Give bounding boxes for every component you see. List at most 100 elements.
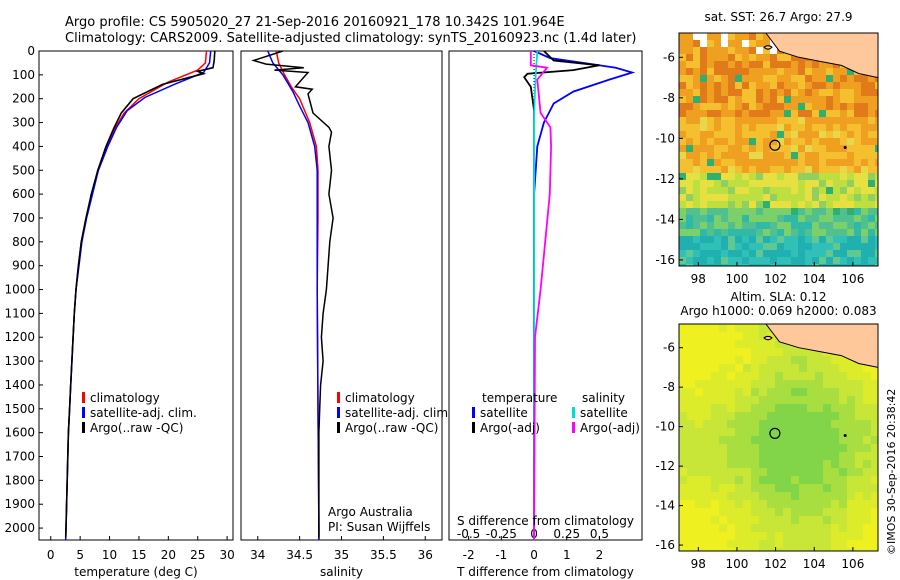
sst-cell xyxy=(693,47,700,54)
sst-cell xyxy=(728,138,735,145)
sst-cell xyxy=(686,89,693,96)
sst-cell xyxy=(777,201,784,208)
sla-cell xyxy=(807,412,815,420)
sst-cell xyxy=(777,96,784,103)
sst-cell xyxy=(819,180,826,187)
sst-cell xyxy=(840,257,847,264)
sst-cell xyxy=(854,236,861,243)
sst-cell xyxy=(805,173,812,180)
sst-cell xyxy=(784,103,791,110)
sla-cell xyxy=(807,372,815,380)
sla-cell xyxy=(839,420,847,428)
sst-cell xyxy=(840,152,847,159)
y-tick-label: -12 xyxy=(655,459,675,473)
sst-cell xyxy=(840,215,847,222)
sst-cell xyxy=(770,68,777,75)
sla-cell xyxy=(751,436,759,444)
sst-cell xyxy=(686,138,693,145)
sla-cell xyxy=(863,396,871,404)
sst-cell xyxy=(756,68,763,75)
sla-cell xyxy=(863,364,871,372)
sla-cell xyxy=(727,492,735,500)
sst-cell xyxy=(686,82,693,89)
sst-cell xyxy=(721,152,728,159)
sst-cell xyxy=(861,264,868,266)
sst-cell xyxy=(868,75,875,82)
sst-cell xyxy=(861,152,868,159)
sla-cell xyxy=(687,452,695,460)
x-tick-label: 98 xyxy=(691,557,706,571)
sst-cell xyxy=(847,264,854,266)
sst-cell xyxy=(861,145,868,152)
sla-cell xyxy=(751,452,759,460)
sst-cell xyxy=(721,222,728,229)
sst-cell xyxy=(784,229,791,236)
sst-cell xyxy=(693,215,700,222)
sla-cell xyxy=(719,508,727,516)
sst-cell xyxy=(721,138,728,145)
sst-cell xyxy=(749,257,756,264)
sla-cell xyxy=(679,380,687,388)
sst-cell xyxy=(686,103,693,110)
sst-cell xyxy=(686,215,693,222)
sla-cell xyxy=(799,396,807,404)
sla-cell xyxy=(695,428,703,436)
sla-cell xyxy=(687,516,695,524)
sst-cell xyxy=(833,264,840,266)
sla-cell xyxy=(727,412,735,420)
sst-cell xyxy=(735,131,742,138)
sla-cell xyxy=(823,420,831,428)
sst-cell xyxy=(728,250,735,257)
sla-cell xyxy=(839,508,847,516)
sst-cell xyxy=(777,124,784,131)
sla-cell xyxy=(831,524,839,532)
x-tick-label: 36 xyxy=(418,548,433,562)
sla-cell xyxy=(807,508,815,516)
sst-cell xyxy=(686,152,693,159)
sst-cell xyxy=(847,187,854,194)
sst-cell xyxy=(756,124,763,131)
sla-cell xyxy=(735,372,743,380)
sla-cell xyxy=(735,484,743,492)
sst-cell xyxy=(735,264,742,266)
sst-cell xyxy=(693,222,700,229)
sla-cell xyxy=(863,484,871,492)
sst-cell xyxy=(693,82,700,89)
sla-cell xyxy=(719,460,727,468)
sla-cell xyxy=(727,452,735,460)
y-tick-label: 900 xyxy=(12,259,35,273)
sla-cell xyxy=(831,548,839,551)
sst-cell xyxy=(875,75,878,82)
sst-cell xyxy=(714,166,721,173)
sst-cell xyxy=(875,215,878,222)
sst-cell xyxy=(847,124,854,131)
sla-cell xyxy=(751,460,759,468)
legend-header-temperature: temperature xyxy=(482,391,557,405)
sst-cell xyxy=(847,96,854,103)
y-tick-label: 1300 xyxy=(4,354,35,368)
sla-cell xyxy=(799,412,807,420)
sla-cell xyxy=(767,476,775,484)
sst-cell xyxy=(756,110,763,117)
sst-cell xyxy=(868,215,875,222)
sst-cell xyxy=(679,208,686,215)
sla-cell xyxy=(719,324,727,332)
sst-cell xyxy=(707,40,714,47)
sla-cell xyxy=(695,372,703,380)
sla-cell xyxy=(751,404,759,412)
sst-cell xyxy=(728,40,735,47)
sla-cell xyxy=(735,540,743,548)
sst-cell xyxy=(868,145,875,152)
sst-cell xyxy=(679,194,686,201)
sst-cell xyxy=(735,47,742,54)
sla-cell xyxy=(775,524,783,532)
sst-cell xyxy=(791,75,798,82)
sst-cell xyxy=(693,152,700,159)
sla-cell xyxy=(847,388,855,396)
sst-cell xyxy=(833,145,840,152)
sst-cell xyxy=(763,243,770,250)
sst-cell xyxy=(770,187,777,194)
sst-cell xyxy=(826,75,833,82)
sst-cell xyxy=(707,124,714,131)
sla-cell xyxy=(799,348,807,356)
